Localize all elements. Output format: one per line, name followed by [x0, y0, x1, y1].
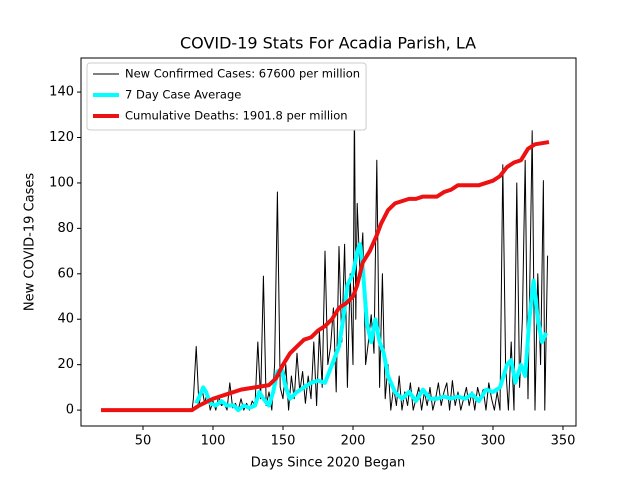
x-tick-label: 250	[411, 434, 436, 449]
x-tick-label: 300	[481, 434, 506, 449]
y-tick-label: 0	[66, 403, 74, 418]
y-axis-label: New COVID-19 Cases	[23, 173, 38, 311]
y-tick-label: 80	[57, 221, 74, 236]
y-tick-label: 40	[57, 312, 74, 327]
x-tick-label: 350	[551, 434, 576, 449]
x-tick-label: 100	[201, 434, 226, 449]
y-tick-label: 140	[49, 85, 74, 100]
plot-frame	[80, 57, 577, 427]
y-tick-label: 60	[57, 266, 74, 281]
y-tick-label: 100	[49, 175, 74, 190]
legend: New Confirmed Cases: 67600 per million 7 …	[86, 62, 367, 131]
series-line	[191, 102, 549, 411]
series-line	[101, 140, 550, 413]
legend-label: 7 Day Case Average	[125, 88, 241, 102]
x-axis-label: Days Since 2020 Began	[251, 456, 406, 471]
x-tick-label: 200	[341, 434, 366, 449]
plot-lines	[101, 102, 550, 413]
y-tick-label: 20	[57, 357, 74, 372]
chart-title: COVID-19 Stats For Acadia Parish, LA	[180, 34, 476, 53]
legend-label: New Confirmed Cases: 67600 per million	[125, 67, 360, 81]
legend-label: Cumulative Deaths: 1901.8 per million	[125, 109, 348, 123]
legend-box	[86, 62, 367, 131]
y-tick-label: 120	[49, 130, 74, 145]
series-line	[194, 242, 548, 413]
x-tick-label: 50	[135, 434, 152, 449]
x-tick-label: 150	[271, 434, 296, 449]
